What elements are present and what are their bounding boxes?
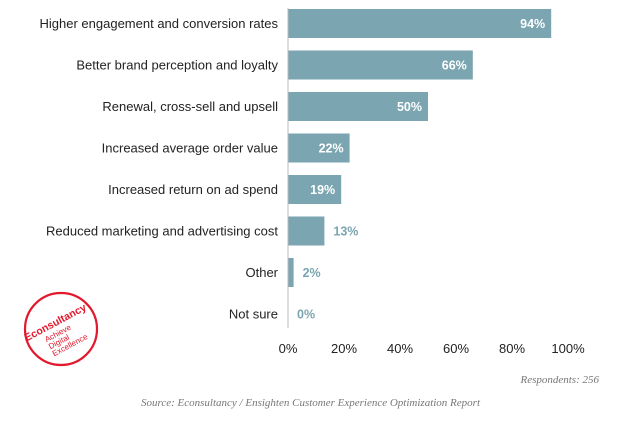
data-label-renewal-cross-sell-and-upsell: 50%: [397, 100, 422, 114]
data-label-not-sure: 0%: [297, 308, 315, 322]
bar-increased-average-order-value: [288, 133, 350, 163]
respondents-note: Respondents: 256: [520, 374, 599, 386]
x-tick-labels: 0% 20% 40% 60% 80% 100%: [279, 341, 585, 356]
logo-ring: [23, 291, 99, 367]
bar-better-brand-perception-and-loyalty: [288, 50, 473, 80]
econsultancy-logo: Econsultancy Achieve Digital Excellence: [23, 291, 99, 367]
data-label-better-brand-perception-and-loyalty: 66%: [442, 59, 467, 73]
x-tick-label-100: 100%: [551, 341, 585, 356]
category-label-renewal-cross-sell-and-upsell: Renewal, cross-sell and upsell: [102, 99, 278, 114]
data-label-other: 2%: [303, 266, 321, 280]
x-tick-label-80: 80%: [499, 341, 525, 356]
category-label-higher-engagement-and-conversion-rates: Higher engagement and conversion rates: [40, 16, 279, 31]
data-label-increased-return-on-ad-spend: 19%: [310, 183, 335, 197]
x-tick-label-0: 0%: [279, 341, 298, 356]
data-label-increased-average-order-value: 22%: [319, 142, 344, 156]
x-tick-label-40: 40%: [387, 341, 413, 356]
data-label-reduced-marketing-and-advertising-cost: 13%: [333, 225, 358, 239]
x-tick-label-20: 20%: [331, 341, 357, 356]
category-label-better-brand-perception-and-loyalty: Better brand perception and loyalty: [76, 58, 278, 73]
data-labels: 94% 66% 50% 22% 19% 13% 2% 0%: [297, 17, 545, 322]
x-tick-label-60: 60%: [443, 341, 469, 356]
bar-other: [288, 258, 294, 287]
category-label-increased-average-order-value: Increased average order value: [102, 141, 278, 156]
bar-increased-return-on-ad-spend: [288, 175, 342, 204]
bar-chart: Higher engagement and conversion rates Be…: [40, 8, 585, 356]
data-label-higher-engagement-and-conversion-rates: 94%: [520, 17, 545, 31]
source-note: Source: Econsultancy / Ensighten Custome…: [141, 397, 480, 409]
category-label-increased-return-on-ad-spend: Increased return on ad spend: [108, 182, 278, 197]
bar-reduced-marketing-and-advertising-cost: [288, 216, 325, 246]
category-label-other: Other: [245, 265, 278, 280]
category-label-reduced-marketing-and-advertising-cost: Reduced marketing and advertising cost: [46, 224, 278, 239]
bar-higher-engagement-and-conversion-rates: [288, 9, 552, 38]
category-label-not-sure: Not sure: [229, 307, 278, 322]
bar-renewal-cross-sell-and-upsell: [288, 92, 428, 121]
category-labels: Higher engagement and conversion rates Be…: [40, 16, 279, 322]
bars-group: [288, 9, 552, 287]
